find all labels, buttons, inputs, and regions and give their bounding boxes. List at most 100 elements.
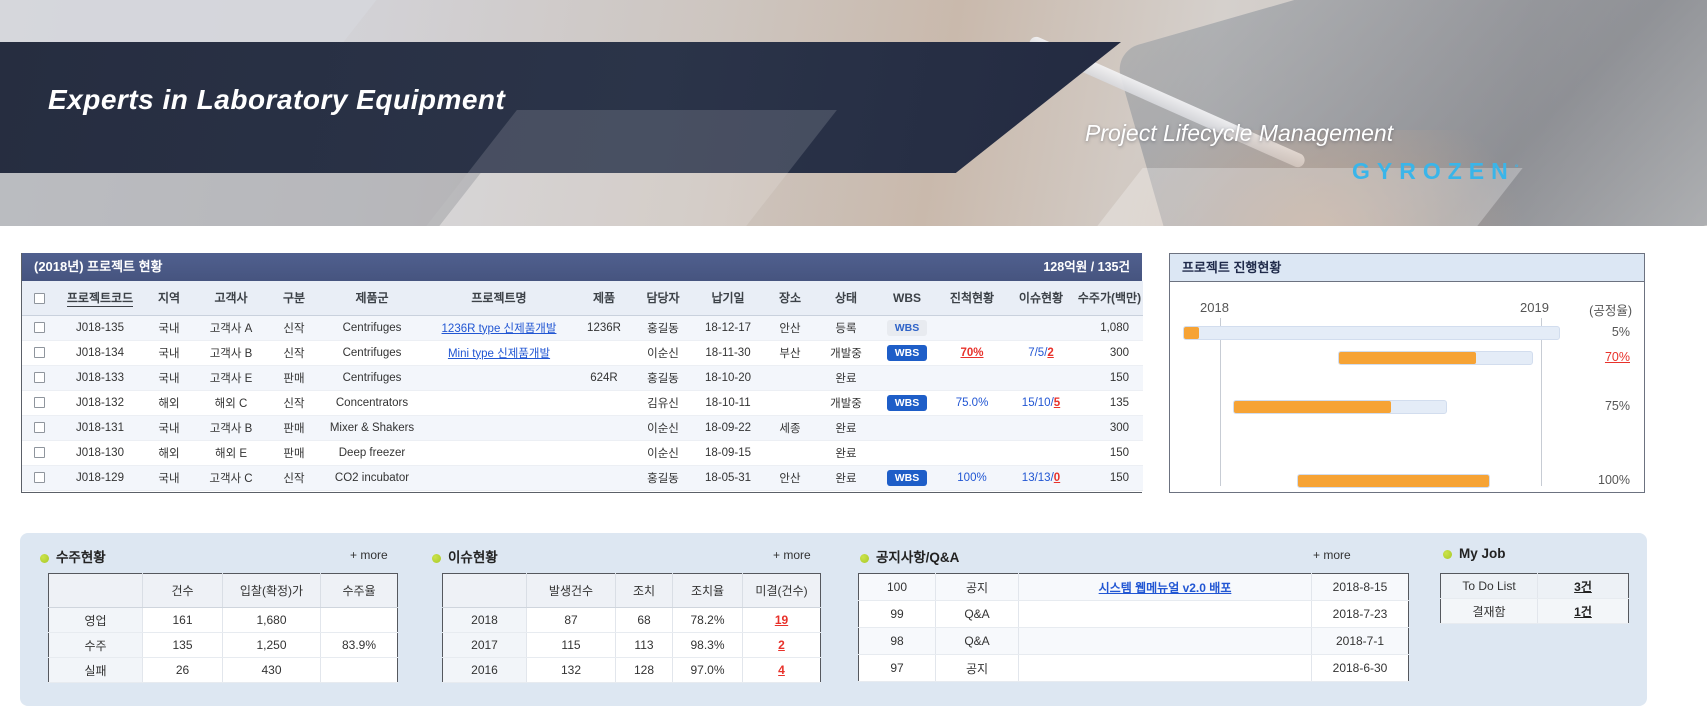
cell-status: 개발중 (816, 340, 876, 366)
progress-value-link[interactable]: 70% (960, 346, 984, 359)
cell-category: 판매 (268, 440, 320, 466)
myjob-count-link[interactable]: 3건 (1574, 579, 1592, 594)
wbs-badge-button[interactable]: WBS (886, 469, 928, 486)
cell-family: CO2 incubator (320, 465, 424, 491)
open-issues-link[interactable]: 19 (774, 613, 789, 627)
column-header: 구분 (268, 281, 320, 316)
column-header-label: 고객사 (214, 291, 248, 306)
progress-value-link[interactable]: 75.0% (955, 396, 989, 409)
notice-date: 2018-7-23 (1311, 600, 1409, 628)
gantt-panel-title: 프로젝트 진행현황 (1170, 254, 1644, 282)
column-header-label: 장소 (778, 291, 802, 306)
cell-progress (938, 365, 1006, 391)
open-issues-link[interactable]: 2 (778, 638, 785, 652)
myjob-row: To Do List 3건 (1440, 573, 1629, 599)
cell-project-name (424, 415, 574, 441)
wbs-badge-button[interactable]: WBS (886, 394, 928, 411)
table-row: J018-135 국내 고객사 A 신작 Centrifuges 1236R type 신… (22, 315, 1143, 341)
project-name-link[interactable]: 1236R type 신제품개발 (441, 322, 557, 335)
cell-progress: 75.0% (938, 390, 1006, 416)
cell-region: 국내 (144, 315, 194, 341)
gantt-track (1233, 399, 1447, 414)
notice-table: 100 공지 시스템 웹메뉴얼 v2.0 배포 2018-8-15 99 Q&A 2018-… (858, 573, 1409, 682)
cell-code: J018-135 (56, 315, 144, 341)
issues-value: 68 (615, 607, 673, 633)
notice-more-link[interactable]: + more (1313, 548, 1351, 562)
cell-code: J018-132 (56, 390, 144, 416)
issues-row: 2016 132 128 97.0% 4 (442, 657, 821, 683)
row-checkbox[interactable] (33, 446, 45, 458)
orders-value (320, 657, 398, 683)
cell-customer: 고객사 A (194, 315, 268, 341)
cell-code: J018-129 (56, 465, 144, 491)
progress-value-link[interactable]: 100% (957, 471, 987, 484)
cell-issues (1006, 440, 1076, 466)
gantt-percent-label[interactable]: 70% (1604, 349, 1630, 364)
issue-count-link[interactable]: 15/10/ (1021, 396, 1054, 409)
column-header: 제품군 (320, 281, 424, 316)
issue-count-link[interactable]: 13/13/ (1021, 471, 1054, 484)
cell-product (574, 465, 634, 491)
row-checkbox[interactable] (33, 346, 45, 358)
row-checkbox[interactable] (33, 421, 45, 433)
wbs-badge-button[interactable]: WBS (886, 319, 928, 336)
cell-due-date: 18-11-30 (692, 340, 764, 366)
row-checkbox[interactable] (33, 396, 45, 408)
project-panel-titlebar: (2018년) 프로젝트 현황 128억원 / 135건 (22, 253, 1142, 281)
cell-family: Concentrators (320, 390, 424, 416)
notice-type: 공지 (935, 654, 1019, 682)
cell-code: J018-134 (56, 340, 144, 366)
cell-category: 판매 (268, 415, 320, 441)
notice-date: 2018-7-1 (1311, 627, 1409, 655)
cell-code: J018-133 (56, 365, 144, 391)
myjob-row: 결재함 1건 (1440, 598, 1629, 624)
orders-more-link[interactable]: + more (350, 548, 388, 562)
notice-number: 99 (858, 600, 936, 628)
cell-checkbox (22, 440, 56, 466)
cell-progress: 70% (938, 340, 1006, 366)
issue-open-count[interactable]: 2 (1047, 346, 1054, 359)
cell-issues (1006, 365, 1076, 391)
table-row: J018-132 해외 해외 C 신작 Concentrators 김유신 18-10-11… (22, 390, 1143, 416)
bullet-icon (432, 553, 441, 563)
cell-issues (1006, 415, 1076, 441)
gantt-progress-bar (1184, 327, 1199, 339)
myjob-count-link[interactable]: 1건 (1574, 604, 1592, 619)
notice-row: 99 Q&A 2018-7-23 (858, 600, 1409, 628)
cell-amount: 150 (1076, 465, 1143, 491)
column-header: 제품 (574, 281, 634, 316)
cell-place (764, 440, 816, 466)
select-all-checkbox[interactable] (33, 293, 45, 305)
cell-customer: 고객사 B (194, 340, 268, 366)
row-checkbox[interactable] (33, 471, 45, 483)
cell-checkbox (22, 365, 56, 391)
issues-more-link[interactable]: + more (773, 548, 811, 562)
issue-open-count[interactable]: 5 (1053, 396, 1061, 409)
cell-product (574, 415, 634, 441)
issues-row-label: 2017 (442, 632, 527, 658)
cell-category: 신작 (268, 315, 320, 341)
issues-value: 132 (526, 657, 616, 683)
notice-subject-link[interactable]: 시스템 웹메뉴얼 v2.0 배포 (1098, 580, 1232, 595)
myjob-label: 결재함 (1440, 598, 1538, 624)
column-header-label: 프로젝트명 (471, 291, 527, 306)
row-checkbox[interactable] (33, 371, 45, 383)
issue-open-count[interactable]: 0 (1053, 471, 1061, 484)
row-checkbox[interactable] (33, 321, 45, 333)
notice-panel-title: 공지사항/Q&A (860, 546, 959, 566)
gantt-progress-bar (1234, 400, 1391, 413)
cell-progress (938, 415, 1006, 441)
cell-amount: 150 (1076, 440, 1143, 466)
cell-code: J018-131 (56, 415, 144, 441)
banner-subtitle: Project Lifecycle Management (1085, 120, 1394, 146)
cell-place: 부산 (764, 340, 816, 366)
issues-value: 128 (615, 657, 673, 683)
project-name-link[interactable]: Mini type 신제품개발 (447, 347, 551, 360)
issue-count-link[interactable]: 7/5/ (1028, 346, 1048, 359)
cell-category: 신작 (268, 465, 320, 491)
gantt-track (1338, 350, 1533, 365)
cell-region: 해외 (144, 390, 194, 416)
open-issues-link[interactable]: 4 (778, 663, 785, 677)
wbs-badge-button[interactable]: WBS (886, 344, 928, 361)
